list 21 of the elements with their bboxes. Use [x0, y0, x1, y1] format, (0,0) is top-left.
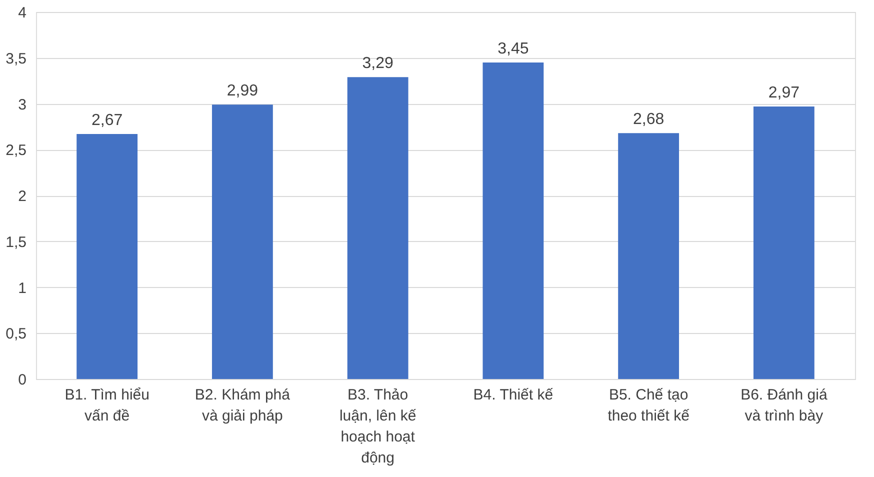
y-tick-label: 1 — [18, 280, 26, 297]
x-tick-label: B6. Đánh giá và trình bày — [740, 386, 828, 424]
data-label: 2,97 — [768, 84, 800, 102]
x-tick-label: B4. Thiết kế — [473, 386, 554, 404]
data-label: 3,45 — [498, 40, 529, 58]
data-label: 3,29 — [362, 55, 394, 72]
data-label: 2,67 — [92, 112, 123, 130]
y-tick-label: 0 — [18, 372, 26, 388]
x-tick-label: B3. Thảo luận, lên kế hoạch hoạt động — [339, 386, 417, 466]
y-tick-label: 3,5 — [6, 50, 26, 68]
x-tick-label: B5. Chế tạo theo thiết kế — [608, 386, 690, 424]
x-tick-label: B1. Tìm hiểu vấn đề — [64, 386, 150, 424]
y-tick-label: 2,5 — [6, 142, 26, 160]
data-label: 2,68 — [632, 111, 664, 128]
y-tick-label: 4 — [18, 4, 26, 22]
y-tick-label: 2 — [18, 188, 26, 205]
y-tick-label: 3 — [18, 96, 26, 114]
data-label: 2,99 — [226, 82, 258, 100]
x-tick-label: B2. Khám phá và giải pháp — [194, 386, 291, 424]
y-tick-label: 0,5 — [6, 326, 26, 343]
y-tick-label: 1,5 — [6, 234, 26, 251]
